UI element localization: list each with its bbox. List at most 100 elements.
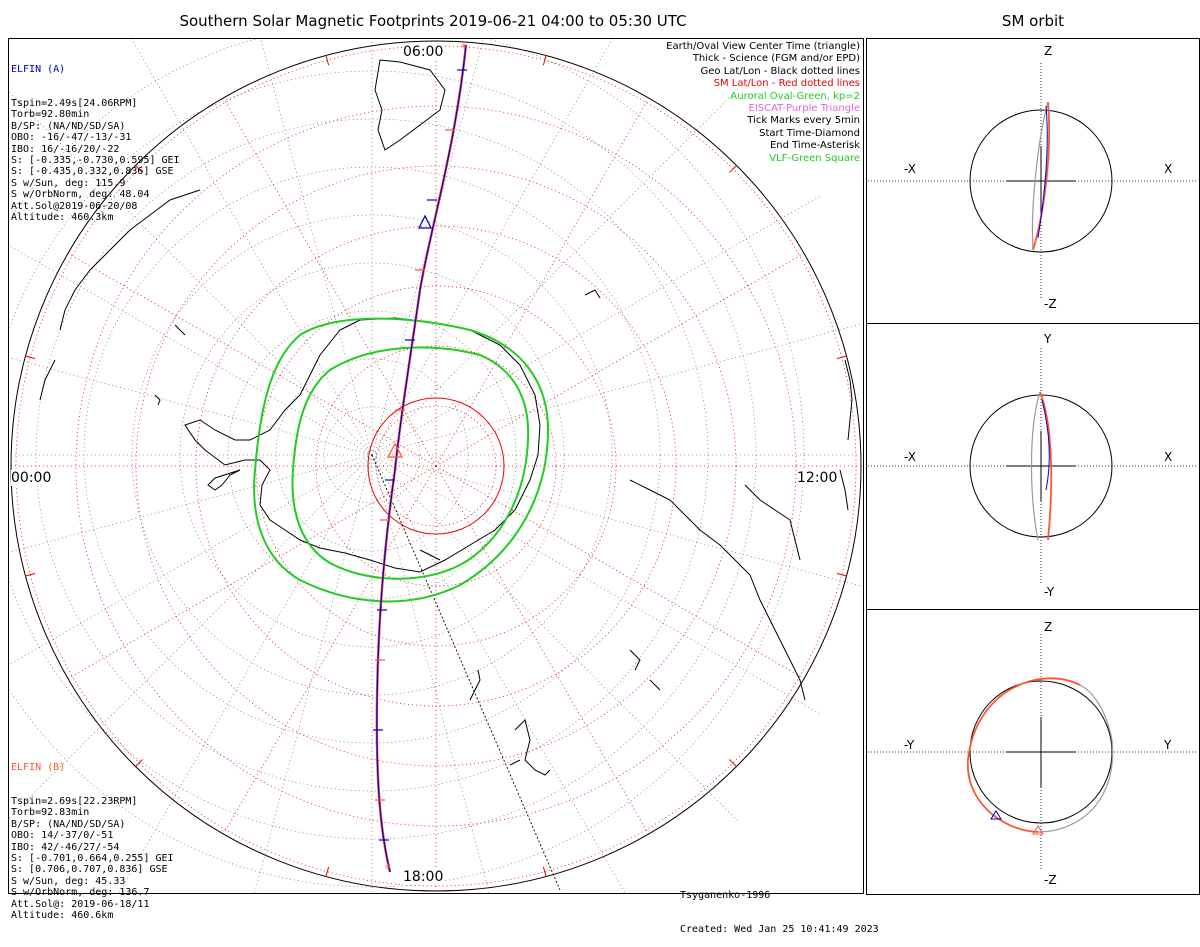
geo-lon-line [371,454,626,893]
geo-lon-line [371,194,823,456]
geo-lon-line [254,454,373,893]
panel3-bottom-label: -Z [1044,873,1057,887]
coastline [629,479,806,701]
geo-lon-line [371,454,863,587]
sm-rim-tick [25,355,36,360]
sm-rim-tick [325,866,330,877]
legend: Earth/Oval View Center Time (triangle) Th… [666,41,860,165]
probe_b-line: Altitude: 460.6km [11,910,114,922]
panel2-left-label: -X [904,450,916,464]
orbit-a [1037,105,1048,239]
sm-lon-line [435,253,805,467]
probe_b-line: OBO: 14/-37/0/-51 [11,830,114,842]
sm-rim-tick [25,572,36,577]
geo-lon-line [371,323,863,456]
panel3-top-label: Z [1044,620,1053,634]
sm-lon-line [435,465,649,835]
orbit-triangle [1032,825,1044,835]
coastline [184,317,541,573]
legend-entry: End Time-Asterisk [769,140,860,152]
probe-a-info: ELFIN (A) Tspin=2.49s[24.06RPM] Torb=92.8… [11,41,180,235]
probe_a-line: IBO: 16/-16/20/-22 [11,143,120,155]
legend-entry: VLF-Green Square [769,152,860,164]
orbit-b [967,677,1081,833]
geo-lon-line [371,87,740,456]
coastline [419,289,601,561]
orbit-b [1032,101,1050,251]
panel2-top-label: Y [1044,332,1052,346]
panel1-left-label: -X [904,162,916,176]
probe_a-line: S: [-0.435,0.332,0.836] GSE [11,166,174,178]
probe_b-line: Torb=92.83min [11,807,90,819]
geo-meridian-line [371,454,561,891]
sm-rim-tick [729,759,737,767]
orbit-a [1041,399,1050,491]
created-label: Created: Wed Jan 25 10:41:49 2023 [680,924,879,936]
coastline [39,189,201,401]
legend-entry: Geo Lat/Lon - Black dotted lines [700,65,860,77]
sm-lon-line [435,465,805,679]
probe_b-line: IBO: 42/-46/27/-54 [11,841,120,853]
probe_b-line: B/SP: (NA/ND/SD/SA) [11,818,126,830]
auroral-oval-inner [291,346,530,580]
coastline [154,324,186,406]
orbit-gray [1031,101,1049,251]
probe_a-line: B/SP: (NA/ND/SD/SA) [11,120,126,132]
probe_b-line: S: [-0.701,0.664,0.255] GEI [11,853,174,865]
end-asterisk: * [385,862,391,876]
pole-triangle [386,442,404,458]
sm-rim-tick [729,165,737,173]
legend-entry: EISCAT-Purple Triangle [748,103,861,115]
sm-rim-tick [135,165,143,173]
coastline [629,649,661,691]
panel2-bottom-label: -Y [1044,585,1055,599]
coastline [207,469,241,491]
geo-lon-line [9,91,373,456]
geo-lon-line [260,39,373,456]
legend-entry: Earth/Oval View Center Time (triangle) [666,41,860,52]
sm-rim-tick [325,55,330,66]
geo-lon-line [131,39,373,456]
coastline [374,59,446,151]
probe_b-line: Tspin=2.69s[22.23RPM] [11,796,138,808]
geo-lon-line [9,454,373,819]
mlt-label-left: 00:00 [11,470,52,486]
probe-a-name: ELFIN (A) [11,63,66,75]
sm-rim-tick [542,866,547,877]
legend-entry: Thick - Science (FGM and/or EPD) [692,53,860,65]
probe_a-line: S: [-0.335,-0.730,0.595] GEI [11,155,180,167]
orbit-triangle [990,810,1002,820]
panel3-right-label: Y [1164,738,1172,752]
geo-lon-line [9,454,373,665]
probe_b-line: S w/Sun, deg: 45.33 [11,875,126,887]
chart-title: Southern Solar Magnetic Footprints 2019-… [179,12,687,30]
polar-plot-frame [8,38,864,894]
sm-orbit-panels [868,63,1198,870]
side-panel-title: SM orbit [1001,12,1065,30]
orbit-gray [1037,684,1114,833]
probe_b-line: S w/OrbNorm, deg: 136.7 [11,887,150,899]
panel1-bottom-label: -Z [1044,297,1057,311]
polar-footprint-plot: ** [9,39,863,893]
geo-lon-line [371,454,490,893]
panel1-right-label: X [1164,162,1173,176]
probe_a-line: Tspin=2.49s[24.06RPM] [11,98,138,110]
sm-lon-line [223,97,437,467]
earth-circle [969,109,1113,253]
view-center-triangle [417,214,433,229]
sm-lon-line [435,97,649,467]
sm-lon-line [67,465,437,679]
mlt-label-right: 12:00 [797,470,838,486]
geo-lon-line [9,357,373,456]
sm-rim-tick [135,759,143,767]
geo-lon-line [118,454,373,893]
legend-entry: Start Time-Diamond [759,127,860,139]
panel3-left-label: -Y [904,738,915,752]
sm-lon-line [67,253,437,467]
mlt-label-top: 06:00 [403,44,444,60]
sm-rim-tick [836,355,847,360]
probe_a-line: OBO: -16/-47/-13/-31 [11,132,132,144]
probe_a-line: Altitude: 460.3km [11,212,114,224]
footprint-track-a [376,44,467,873]
panel2-right-label: X [1164,450,1173,464]
